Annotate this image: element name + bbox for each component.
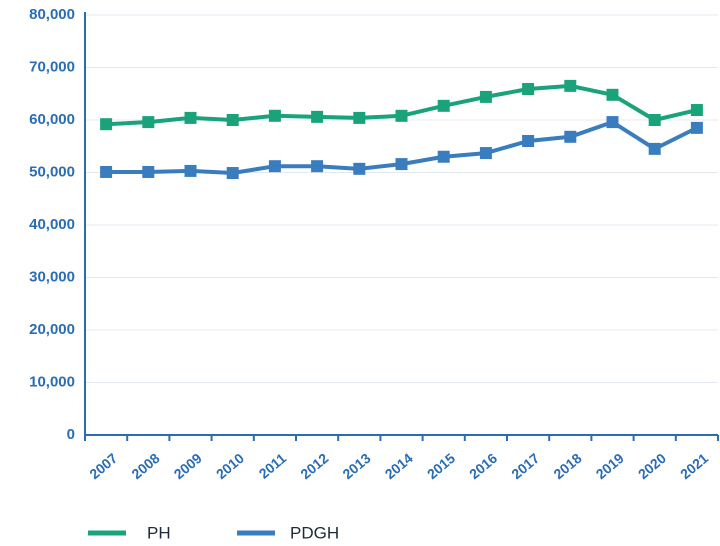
marker: [100, 165, 113, 178]
y-tick-label: 80,000: [29, 6, 75, 23]
marker: [690, 121, 703, 134]
x-tick-label: 2017: [508, 450, 542, 482]
x-tick-label: 2008: [128, 450, 162, 482]
x-tick-label: 2007: [86, 450, 120, 482]
x-tick-label: 2018: [550, 450, 584, 482]
marker: [648, 114, 661, 126]
x-tick-label: 2015: [424, 450, 458, 482]
x-tick-label: 2020: [635, 450, 669, 482]
marker: [606, 116, 619, 129]
y-tick-label: 10,000: [29, 373, 75, 390]
marker: [268, 109, 281, 122]
marker: [648, 142, 661, 155]
marker: [311, 110, 324, 123]
marker: [311, 160, 324, 173]
marker: [606, 88, 619, 101]
y-tick-label: 30,000: [29, 268, 75, 285]
x-tick-label: 2009: [171, 450, 205, 482]
marker: [522, 83, 535, 96]
y-tick-label: 50,000: [29, 163, 75, 180]
marker: [437, 150, 450, 163]
marker: [226, 114, 239, 126]
marker: [522, 135, 535, 147]
marker: [437, 99, 450, 112]
marker: [564, 130, 577, 143]
x-tick-label: 2011: [256, 450, 290, 482]
marker: [479, 147, 492, 160]
marker: [184, 111, 197, 124]
x-tick-label: 2021: [677, 450, 711, 482]
x-tick-label: 2019: [593, 450, 627, 482]
x-tick-label: 2013: [339, 450, 373, 482]
marker: [100, 118, 113, 131]
y-tick-label: 70,000: [29, 58, 75, 75]
legend-label: PH: [147, 523, 171, 542]
marker: [268, 160, 281, 173]
marker: [690, 104, 703, 117]
y-tick-label: 60,000: [29, 111, 75, 128]
y-tick-label: 0: [67, 426, 75, 443]
marker: [564, 79, 577, 92]
marker: [479, 90, 492, 103]
y-tick-label: 40,000: [29, 216, 75, 233]
marker: [142, 165, 155, 178]
marker: [353, 162, 366, 175]
marker: [142, 116, 155, 129]
x-tick-label: 2016: [466, 450, 500, 482]
x-tick-label: 2014: [382, 450, 416, 482]
legend-label: PDGH: [290, 523, 339, 542]
marker: [395, 109, 408, 122]
marker: [226, 167, 239, 180]
marker: [353, 111, 366, 124]
x-tick-label: 2010: [213, 450, 247, 482]
y-tick-label: 20,000: [29, 321, 75, 338]
marker: [395, 158, 408, 171]
x-tick-label: 2012: [297, 450, 331, 482]
marker: [184, 164, 197, 177]
